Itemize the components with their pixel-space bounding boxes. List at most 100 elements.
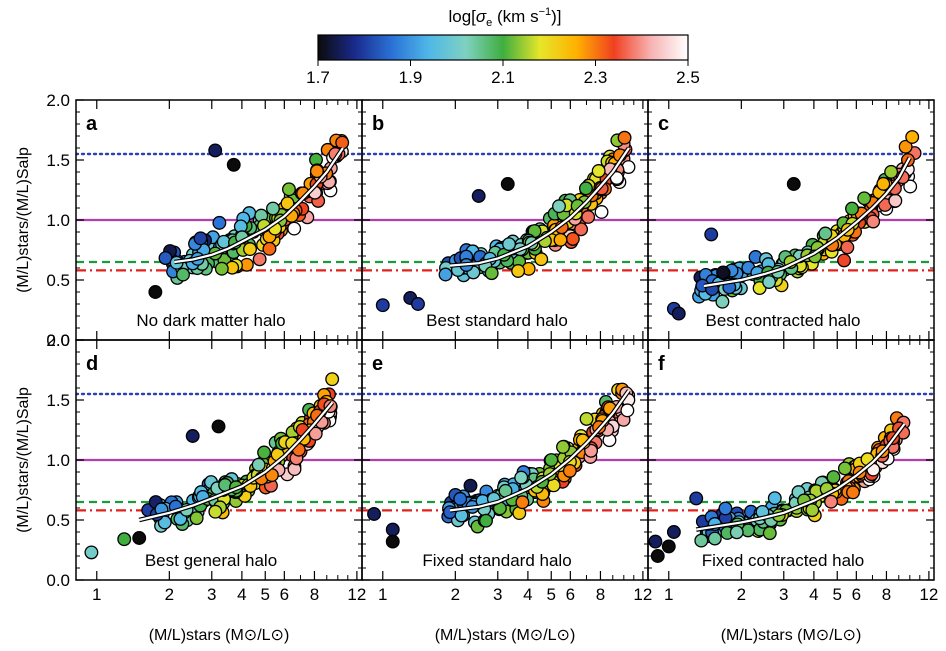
y-tick-label: 2.0 (46, 331, 70, 350)
data-point (729, 525, 744, 540)
data-point (514, 470, 529, 485)
colorbar-title: log[σe (km s−1)] (448, 6, 561, 29)
data-point (193, 231, 208, 246)
plot-area-a (76, 133, 362, 299)
data-point (257, 445, 272, 460)
data-point (716, 265, 731, 280)
data-point (620, 403, 635, 418)
plot-area-e (362, 382, 648, 549)
data-point (375, 298, 390, 313)
panel-c: c Best contracted halo (647, 99, 935, 341)
panel-label: Best contracted halo (706, 311, 861, 330)
y-tick-label: 0.5 (46, 271, 70, 290)
x-tick-label: 8 (310, 585, 319, 604)
colorbar-gradient (317, 34, 689, 61)
data-point (308, 426, 323, 441)
data-point (671, 306, 686, 321)
data-point (805, 503, 820, 518)
data-point (786, 177, 801, 191)
y-tick-label: 0.5 (46, 511, 70, 530)
x-tick-label: 3 (493, 585, 502, 604)
data-point (767, 491, 782, 506)
data-point (581, 210, 596, 224)
data-point (846, 485, 860, 500)
data-point (715, 294, 730, 309)
data-point (211, 419, 226, 434)
data-point (266, 201, 280, 216)
panel-letter: f (658, 353, 665, 375)
x-tick-label: 12 (347, 585, 366, 604)
trend-curve (449, 389, 630, 512)
x-tick-label: 1 (378, 585, 387, 604)
panel-label: Fixed standard halo (422, 551, 571, 570)
x-axis-label-3: (M/L)stars (M⊙/L⊙) (721, 627, 862, 644)
colorbar-title-sub: e (486, 17, 492, 29)
data-point (438, 267, 453, 282)
x-tick-label: 6 (280, 585, 289, 604)
data-point (704, 227, 719, 242)
panels: 0.0 0.5 1.0 1.5 2.0 a No dark matter halo b Best… (46, 91, 938, 604)
x-tick-label: 3 (779, 585, 788, 604)
y-tick-label: 1.0 (46, 211, 70, 230)
data-point (707, 531, 722, 546)
y-tick-label: 0.0 (46, 331, 70, 350)
data-point (884, 164, 899, 179)
data-point (898, 139, 913, 154)
data-point (511, 264, 526, 278)
data-point (208, 504, 223, 519)
data-point (818, 226, 833, 241)
trend-curve (703, 157, 911, 288)
x-tick-label: 2 (451, 585, 460, 604)
data-point (226, 157, 241, 172)
x-tick-label: 4 (237, 585, 246, 604)
data-point (574, 222, 589, 237)
trend-curve (174, 147, 344, 264)
data-point (534, 252, 549, 267)
data-point (411, 297, 425, 311)
data-point (826, 470, 841, 485)
colorbar-tick-label: 2.5 (676, 68, 700, 87)
data-point (648, 534, 663, 549)
colorbar-ticks: 1.7 1.9 2.1 2.3 2.5 (306, 60, 700, 87)
plot-area-c (648, 130, 934, 321)
trend-curve (138, 401, 334, 522)
data-point (148, 285, 163, 299)
data-point (905, 130, 920, 144)
plot-area-f (648, 392, 934, 563)
data-point (84, 545, 99, 560)
data-point (176, 267, 190, 282)
x-tick-label: 3 (207, 585, 216, 604)
x-tick-label: 2 (165, 585, 174, 604)
y-axis-labels: (M/L)stars/(M/L)Salp (M/L)stars/(M/L)Sal… (15, 147, 32, 533)
data-point (591, 164, 606, 178)
x-tick-label: 6 (566, 585, 575, 604)
data-point (243, 242, 257, 257)
y-tick-label: 0.0 (46, 571, 70, 590)
colorbar-title-exp: −1 (539, 6, 552, 18)
colorbar-tick-label: 2.3 (584, 68, 608, 87)
data-point (185, 429, 200, 443)
data-point (661, 539, 676, 554)
x-tick-label: 4 (523, 585, 532, 604)
panel-letter: d (86, 353, 98, 375)
x-tick-label: 8 (882, 585, 891, 604)
data-point (117, 532, 132, 547)
panel-a: 0.0 0.5 1.0 1.5 2.0 a No dark matter halo (46, 91, 363, 350)
x-tick-label: 12 (633, 585, 652, 604)
data-point (556, 439, 570, 454)
data-point (325, 372, 340, 387)
colorbar-tick-label: 2.1 (491, 68, 515, 87)
y-tick-label: 1.0 (46, 451, 70, 470)
trend-curve (449, 147, 630, 267)
y-axis-label-bottom: (M/L)stars/(M/L)Salp (15, 387, 32, 533)
y-tick-label: 1.5 (46, 391, 70, 410)
data-point (650, 549, 665, 563)
x-tick-label: 5 (833, 585, 842, 604)
panel-letter: c (658, 113, 669, 135)
panel-label: Best standard halo (426, 311, 568, 330)
y-axis-label-top: (M/L)stars/(M/L)Salp (15, 147, 32, 293)
data-point (552, 199, 566, 214)
data-point (888, 193, 903, 208)
